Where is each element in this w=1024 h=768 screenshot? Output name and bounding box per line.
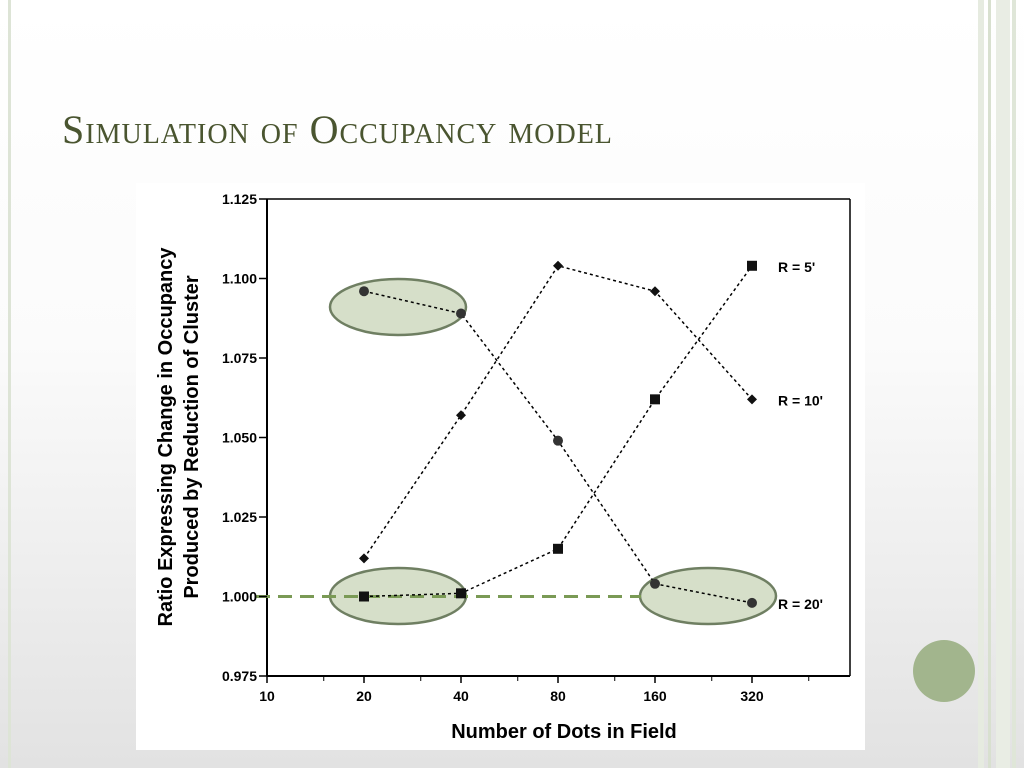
y-tick-label: 1.000: [222, 589, 257, 605]
chart-figure: 0.975 1.000 1.025 1.050 1.075 1.100 1.125 10 20…: [136, 183, 865, 750]
data-point-circle: [456, 308, 466, 319]
data-point-square: [747, 260, 757, 271]
x-tick-label: 80: [550, 688, 566, 704]
y-tick-label: 1.075: [222, 350, 257, 366]
series-label: R = 10': [778, 392, 823, 408]
data-point-square: [553, 543, 563, 554]
x-tick-label: 40: [453, 688, 469, 704]
x-tick-label: 160: [643, 688, 667, 704]
y-ticks: 0.975 1.000 1.025 1.050 1.075 1.100 1.125: [222, 191, 267, 684]
data-point-diamond: [650, 286, 660, 297]
data-point-circle: [359, 286, 369, 297]
y-tick-label: 1.100: [222, 271, 257, 287]
highlight-ellipses: [328, 277, 778, 626]
slide-right-rail: [996, 0, 1010, 768]
y-axis-label-line1: Ratio Expressing Change in Occupancy: [155, 247, 177, 627]
x-axis-label: Number of Dots in Field: [451, 721, 677, 743]
highlight-ellipse: [638, 566, 778, 626]
slide-right-rail: [1012, 0, 1016, 768]
y-tick-label: 1.125: [222, 191, 257, 207]
slide-right-rail: [988, 0, 991, 768]
series-label: R = 5': [778, 259, 815, 275]
decorative-circle: [913, 640, 975, 702]
x-tick-label: 10: [259, 688, 275, 704]
data-point-diamond: [456, 410, 466, 421]
series-group: R = 5' R = 10' R = 20': [359, 259, 823, 612]
data-point-square: [650, 394, 660, 405]
data-point-diamond: [747, 394, 757, 405]
x-tick-label: 320: [740, 688, 764, 704]
slide-left-border: [8, 0, 11, 768]
y-axis-label-line2: Produced by Reduction of Cluster: [181, 275, 203, 599]
data-point-diamond: [553, 260, 563, 271]
y-tick-label: 1.050: [222, 430, 257, 446]
data-point-square: [359, 591, 369, 602]
series-label: R = 20': [778, 596, 823, 612]
data-point-circle: [553, 435, 563, 446]
occupancy-chart: 0.975 1.000 1.025 1.050 1.075 1.100 1.125 10 20…: [155, 191, 851, 743]
slide-title: Simulation of Occupancy model: [62, 107, 613, 152]
slide-right-rail: [978, 0, 984, 768]
series-line: [363, 290, 753, 604]
highlight-ellipse: [328, 277, 468, 337]
data-point-diamond: [359, 553, 369, 564]
data-point-circle: [650, 578, 660, 589]
data-point-circle: [747, 597, 757, 608]
data-point-square: [456, 588, 466, 599]
x-tick-label: 20: [356, 688, 372, 704]
y-tick-label: 0.975: [222, 668, 257, 684]
y-tick-label: 1.025: [222, 509, 257, 525]
x-ticks: 10 20 40 80 160 320: [259, 676, 810, 704]
series-line: [363, 264, 753, 559]
